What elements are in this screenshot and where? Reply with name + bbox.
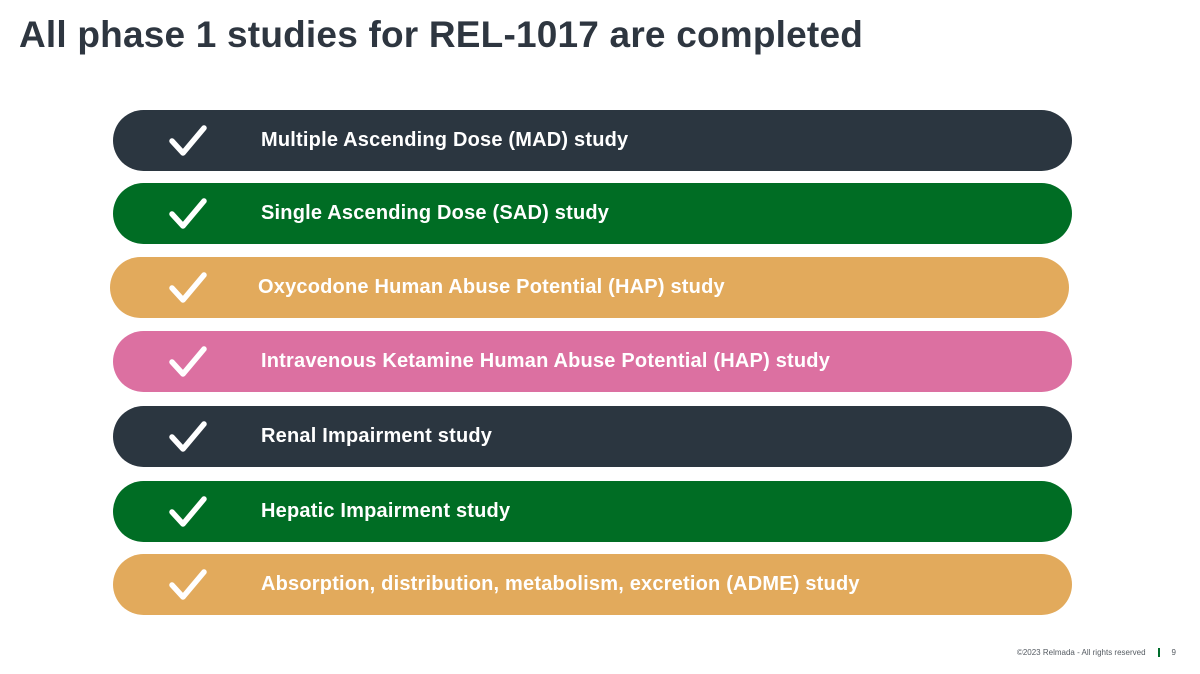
check-icon: [168, 271, 208, 305]
study-row-mad: Multiple Ascending Dose (MAD) study: [113, 110, 1072, 171]
footer: ©2023 Relmada - All rights reserved 9: [1017, 648, 1176, 657]
study-label: Oxycodone Human Abuse Potential (HAP) st…: [258, 276, 725, 298]
check-icon: [168, 124, 208, 158]
check-icon: [168, 495, 208, 529]
study-row-sad: Single Ascending Dose (SAD) study: [113, 183, 1072, 244]
page-title: All phase 1 studies for REL-1017 are com…: [19, 14, 864, 55]
check-icon: [168, 197, 208, 231]
study-label: Single Ascending Dose (SAD) study: [261, 202, 610, 224]
study-label: Intravenous Ketamine Human Abuse Potenti…: [261, 350, 831, 372]
study-row-oxycodone-hap: Oxycodone Human Abuse Potential (HAP) st…: [110, 257, 1069, 318]
page-number: 9: [1171, 648, 1176, 657]
study-row-ketamine-hap: Intravenous Ketamine Human Abuse Potenti…: [113, 331, 1072, 392]
check-icon: [168, 345, 208, 379]
study-label: Multiple Ascending Dose (MAD) study: [261, 129, 629, 151]
footer-divider: [1157, 648, 1160, 657]
study-row-adme: Absorption, distribution, metabolism, ex…: [113, 554, 1072, 615]
study-row-renal: Renal Impairment study: [113, 406, 1072, 467]
study-row-hepatic: Hepatic Impairment study: [113, 481, 1072, 542]
check-icon: [168, 420, 208, 454]
study-label: Renal Impairment study: [261, 425, 493, 447]
study-label: Absorption, distribution, metabolism, ex…: [261, 573, 860, 595]
study-label: Hepatic Impairment study: [261, 500, 511, 522]
copyright-text: ©2023 Relmada - All rights reserved: [1016, 648, 1146, 657]
check-icon: [168, 568, 208, 602]
